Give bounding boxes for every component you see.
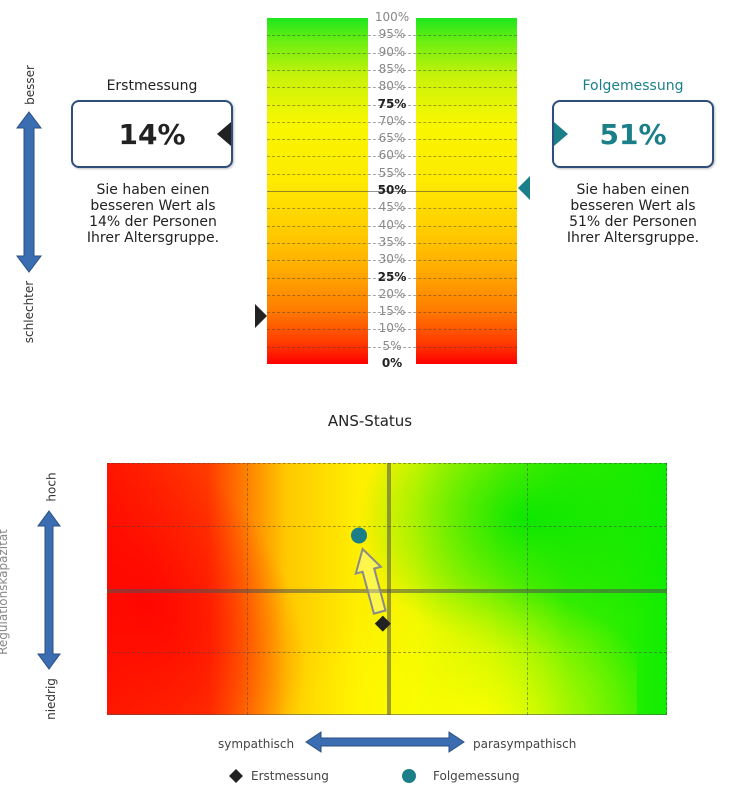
gridline-h4 <box>107 714 667 715</box>
percentile-label: 55% <box>378 165 406 180</box>
percentile-label: 90% <box>378 44 406 59</box>
y-label-high: hoch <box>44 472 59 502</box>
scale-gridline <box>267 191 517 192</box>
scale-gridline <box>267 329 517 331</box>
yellow-zone <box>277 583 637 715</box>
percentile-scale <box>267 18 517 364</box>
second-box-pointer <box>554 122 568 146</box>
percentile-label: 60% <box>378 148 406 163</box>
legend-circle-icon <box>402 769 416 783</box>
point-folgemessung <box>351 527 367 544</box>
legend-first: Erstmessung <box>251 769 329 783</box>
second-value: 51% <box>599 117 667 151</box>
scale-gridline <box>267 346 517 348</box>
scale-gridline <box>267 294 517 296</box>
second-percentile-marker <box>518 175 530 200</box>
percentile-label: 95% <box>378 27 406 42</box>
vertical-axis-arrow-icon <box>37 510 61 670</box>
scale-gridline <box>267 139 517 141</box>
percentile-label: 100% <box>374 10 410 24</box>
gridline-h3 <box>107 652 667 653</box>
point-erstmessung <box>374 615 391 632</box>
scale-gridline <box>267 121 517 123</box>
first-value-box: 14% <box>71 100 233 168</box>
chart-title: ANS-Status <box>327 412 413 430</box>
percentile-label: 45% <box>378 200 406 215</box>
gridline-h0 <box>107 463 667 464</box>
axis-label-better: besser <box>22 65 37 105</box>
legend-diamond-icon <box>229 769 243 783</box>
x-label-right: parasympathisch <box>473 737 577 751</box>
scale-gridline <box>267 35 517 37</box>
second-description: Sie haben einen besseren Wert als 51% de… <box>566 182 700 246</box>
horizontal-axis-arrow-icon <box>305 731 465 753</box>
percentile-label: 80% <box>378 79 406 94</box>
percentile-label: 15% <box>378 304 406 319</box>
percentile-label: 20% <box>378 286 406 301</box>
percentile-label: 5% <box>382 338 402 353</box>
progress-arrow <box>354 547 387 615</box>
ans-status-plot <box>107 463 667 715</box>
scale-gridline <box>267 225 517 227</box>
gridline-h2 <box>107 589 667 593</box>
percentile-label: 0% <box>381 356 403 370</box>
scale-gridline <box>267 312 517 314</box>
scale-gridline <box>267 242 517 244</box>
second-value-box: 51% <box>552 100 714 168</box>
first-value: 14% <box>118 117 186 151</box>
scale-gridline <box>267 173 517 175</box>
first-box-pointer <box>217 122 231 146</box>
y-axis-title: Regulationskapazität <box>0 529 10 655</box>
first-description: Sie haben einen besseren Wert als 14% de… <box>86 182 220 246</box>
percentile-label: 50% <box>377 183 407 197</box>
percentile-label: 40% <box>378 217 406 232</box>
scale-gridline <box>267 69 517 71</box>
percentile-label: 75% <box>377 96 407 111</box>
percentile-label: 35% <box>378 234 406 249</box>
scale-gridline <box>267 260 517 262</box>
percentile-label: 25% <box>377 269 407 284</box>
first-title: Erstmessung <box>106 78 198 94</box>
scale-gridline <box>267 156 517 158</box>
scale-gridline <box>267 87 517 89</box>
percentile-label: 10% <box>378 321 406 336</box>
first-percentile-marker <box>255 303 267 328</box>
percentile-label: 85% <box>378 61 406 76</box>
scale-gridline <box>267 52 517 54</box>
vertical-arrow-icon <box>16 111 42 273</box>
axis-label-worse: schlechter <box>22 280 37 344</box>
x-label-left: sympathisch <box>218 737 295 751</box>
scale-gridline <box>267 277 517 279</box>
y-label-low: niedrig <box>43 678 58 720</box>
legend-second: Folgemessung <box>433 769 520 783</box>
scale-gridline <box>267 104 517 106</box>
percentile-label: 70% <box>378 113 406 128</box>
gridline-h1 <box>107 526 667 527</box>
percentile-label: 30% <box>378 252 406 267</box>
percentile-label: 65% <box>378 131 406 146</box>
ans-marks <box>351 527 391 632</box>
second-title: Folgemessung <box>582 78 684 94</box>
scale-gridline <box>267 208 517 210</box>
